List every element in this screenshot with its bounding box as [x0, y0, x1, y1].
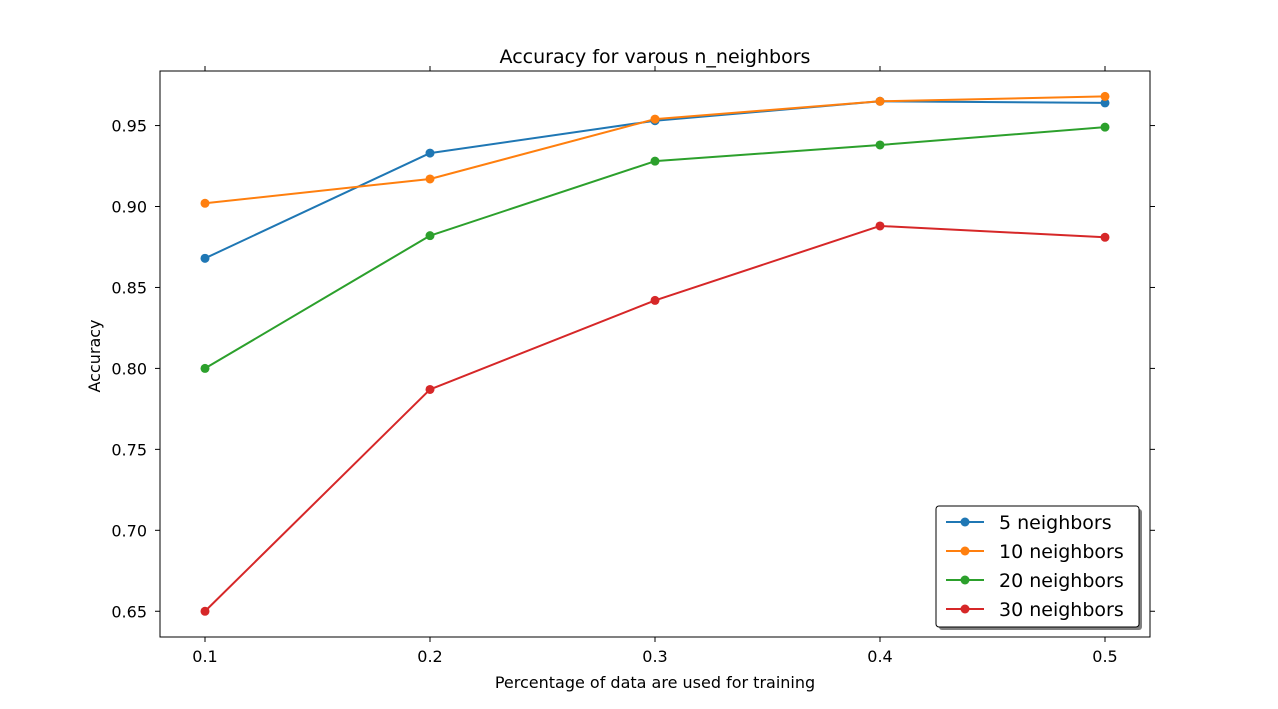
y-tick-label: 0.90 — [111, 198, 147, 217]
data-point — [425, 231, 435, 241]
data-point — [200, 363, 210, 373]
data-point — [650, 295, 660, 305]
legend-entry-label: 30 neighbors — [999, 599, 1124, 621]
y-tick-label: 0.75 — [111, 440, 147, 459]
legend-entry-label: 10 neighbors — [999, 541, 1124, 563]
x-tick-label: 0.3 — [642, 647, 667, 666]
series-markers — [200, 91, 1110, 616]
legend-entry-label: 20 neighbors — [999, 570, 1124, 592]
legend-box — [935, 505, 1140, 628]
x-tick-label: 0.5 — [1092, 647, 1117, 666]
legend-swatch-marker — [960, 517, 970, 527]
data-point — [425, 384, 435, 394]
data-point — [650, 156, 660, 166]
plot-frame — [159, 70, 1151, 638]
data-point — [200, 253, 210, 263]
x-tick-label: 0.1 — [192, 647, 217, 666]
axis-ticks: 0.1 0.2 0.3 0.4 0.5 0.65 0.70 0.75 0.80 0.85 0.90 0… — [111, 66, 1155, 666]
data-point — [1100, 98, 1110, 108]
y-tick-label: 0.95 — [111, 117, 147, 136]
data-point — [875, 96, 885, 106]
data-point — [200, 198, 210, 208]
legend-entry-label: 5 neighbors — [999, 512, 1112, 534]
x-tick-label: 0.4 — [867, 647, 892, 666]
y-tick-label: 0.80 — [111, 359, 147, 378]
y-tick-label: 0.65 — [111, 602, 147, 621]
x-tick-label: 0.2 — [417, 647, 442, 666]
y-tick-label: 0.85 — [111, 278, 147, 297]
data-point — [425, 174, 435, 184]
y-axis-label: Accuracy — [85, 319, 104, 392]
data-point — [1100, 91, 1110, 101]
chart-title: Accuracy for varous n_neighbors — [500, 46, 811, 68]
x-axis-label: Percentage of data are used for training — [495, 673, 815, 692]
legend-swatch-marker — [960, 546, 970, 556]
legend-swatch-marker — [960, 604, 970, 614]
data-point — [650, 114, 660, 124]
data-point — [875, 140, 885, 150]
y-tick-label: 0.70 — [111, 521, 147, 540]
data-point — [875, 221, 885, 231]
legend-swatch-marker — [960, 575, 970, 585]
data-point — [1100, 232, 1110, 242]
data-point — [425, 148, 435, 158]
data-point — [1100, 122, 1110, 132]
legend: 5 neighbors 10 neighbors 20 neighbors 30 ne… — [935, 505, 1142, 630]
data-point — [200, 606, 210, 616]
